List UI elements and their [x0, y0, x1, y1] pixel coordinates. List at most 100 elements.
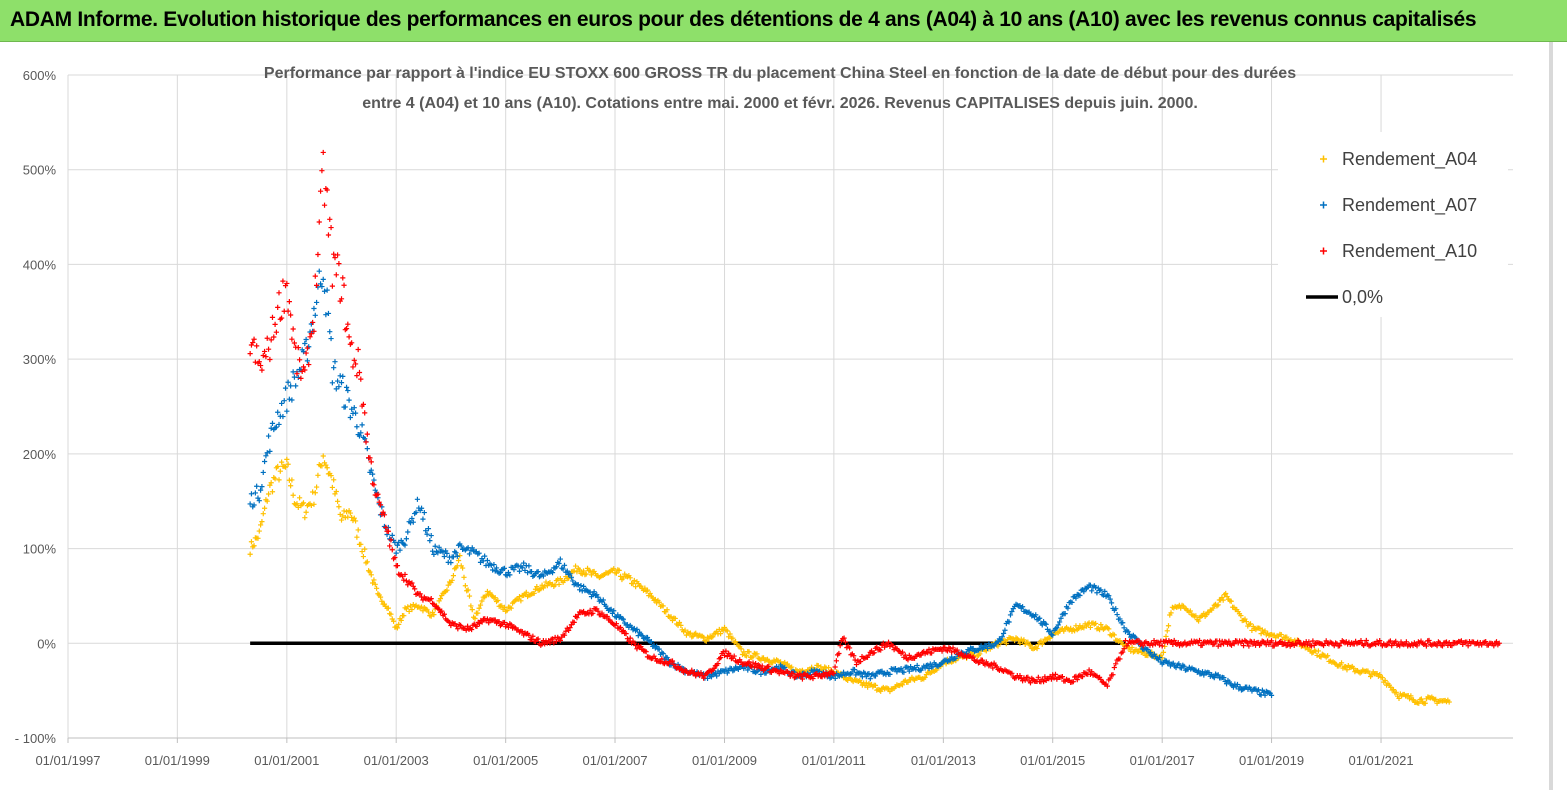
point-rendement-a10	[263, 354, 269, 360]
point-rendement-a04	[355, 527, 361, 533]
point-rendement-a07	[428, 532, 434, 539]
point-rendement-a04	[633, 584, 639, 590]
point-rendement-a04	[264, 498, 270, 504]
point-rendement-a07	[1211, 675, 1217, 681]
point-rendement-a07	[501, 565, 507, 571]
point-rendement-a10	[590, 610, 596, 616]
point-rendement-a10	[261, 348, 268, 355]
point-rendement-a10	[638, 644, 644, 650]
banner-title: ADAM Informe. Evolution historique des p…	[10, 8, 1477, 31]
point-rendement-a07	[526, 563, 532, 569]
point-rendement-a04	[272, 476, 278, 482]
point-rendement-a07	[867, 676, 873, 682]
point-rendement-a04	[538, 586, 544, 592]
point-rendement-a10	[1218, 642, 1224, 648]
point-rendement-a04	[455, 557, 462, 564]
point-rendement-a07	[312, 312, 318, 318]
point-rendement-a07	[1108, 600, 1115, 606]
point-rendement-a07	[1156, 654, 1163, 661]
point-rendement-a07	[644, 634, 651, 641]
point-rendement-a07	[639, 632, 645, 639]
point-rendement-a04	[508, 605, 514, 611]
point-rendement-a04	[652, 596, 658, 603]
point-rendement-a04	[531, 590, 537, 596]
point-rendement-a04	[1168, 610, 1174, 616]
point-rendement-a10	[698, 670, 704, 676]
point-rendement-a10	[899, 649, 906, 655]
point-rendement-a10	[254, 343, 260, 349]
point-rendement-a10	[1240, 642, 1247, 649]
point-rendement-a10	[284, 280, 290, 287]
point-rendement-a10	[1294, 641, 1300, 647]
point-rendement-a04	[341, 508, 347, 514]
point-rendement-a07	[549, 569, 556, 576]
point-rendement-a10	[1048, 676, 1054, 682]
point-rendement-a04	[460, 565, 466, 571]
scrollbar-track[interactable]	[1549, 42, 1553, 790]
point-rendement-a07	[1262, 692, 1268, 698]
point-rendement-a04	[461, 574, 467, 580]
point-rendement-a10	[1196, 637, 1203, 644]
point-rendement-a10	[885, 639, 892, 645]
point-rendement-a07	[371, 477, 377, 483]
point-rendement-a04	[532, 586, 539, 592]
point-rendement-a04	[977, 651, 983, 657]
point-rendement-a10	[1074, 676, 1080, 683]
point-rendement-a04	[1249, 627, 1255, 634]
point-rendement-a10	[819, 674, 825, 680]
point-rendement-a10	[566, 627, 572, 634]
point-rendement-a10	[358, 376, 364, 382]
point-rendement-a10	[428, 596, 434, 602]
point-rendement-a07	[600, 597, 606, 603]
x-tick-label: 01/01/2011	[802, 753, 866, 768]
point-rendement-a10	[315, 251, 321, 258]
point-rendement-a10	[1244, 640, 1251, 646]
point-rendement-a04	[289, 477, 295, 483]
point-rendement-a04	[420, 608, 426, 614]
point-rendement-a04	[1325, 653, 1331, 659]
point-rendement-a04	[290, 492, 296, 498]
point-rendement-a04	[450, 573, 457, 579]
point-rendement-a07	[1234, 681, 1241, 688]
point-rendement-a07	[427, 538, 433, 544]
point-rendement-a04	[754, 651, 760, 657]
point-rendement-a10	[463, 627, 469, 633]
point-rendement-a07	[347, 414, 353, 421]
x-tick-label: 01/01/2007	[582, 753, 647, 768]
point-rendement-a10	[1426, 637, 1432, 644]
point-rendement-a04	[466, 593, 473, 599]
point-rendement-a07	[491, 561, 497, 568]
point-rendement-a07	[258, 487, 264, 493]
point-rendement-a04	[1366, 670, 1372, 676]
point-rendement-a10	[751, 664, 757, 670]
point-rendement-a10	[403, 578, 409, 584]
point-rendement-a07	[998, 637, 1004, 643]
point-rendement-a10	[1009, 670, 1015, 676]
point-rendement-a10	[542, 641, 548, 647]
point-rendement-a07	[359, 422, 365, 428]
point-rendement-a04	[1315, 648, 1321, 654]
point-rendement-a10	[878, 647, 884, 653]
point-rendement-a10	[723, 648, 729, 654]
point-rendement-a04	[1201, 610, 1207, 617]
point-rendement-a10	[790, 670, 796, 677]
x-tick-label: 01/01/2015	[1020, 753, 1085, 768]
point-rendement-a04	[308, 502, 314, 509]
point-rendement-a10	[798, 673, 804, 679]
point-rendement-a07	[454, 553, 460, 559]
point-rendement-a04	[362, 546, 368, 552]
point-rendement-a10	[1040, 678, 1047, 685]
point-rendement-a07	[577, 587, 583, 593]
point-rendement-a04	[706, 636, 712, 642]
x-tick-label: 01/01/1999	[145, 753, 210, 768]
point-rendement-a04	[418, 604, 425, 610]
point-rendement-a07	[1107, 596, 1113, 602]
point-rendement-a04	[676, 619, 683, 626]
point-rendement-a04	[468, 603, 474, 609]
point-rendement-a07	[1073, 595, 1079, 601]
point-rendement-a10	[269, 314, 276, 320]
point-rendement-a07	[1102, 588, 1108, 594]
point-rendement-a07	[578, 583, 584, 589]
point-rendement-a10	[383, 524, 389, 530]
point-rendement-a04	[1165, 623, 1172, 629]
